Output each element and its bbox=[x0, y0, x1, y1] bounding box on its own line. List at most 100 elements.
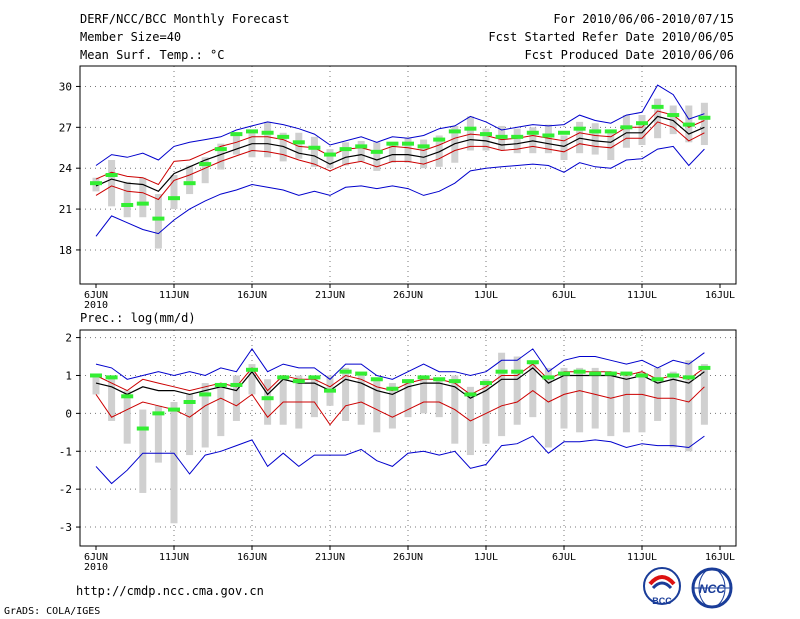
prec-spread-bar bbox=[685, 360, 693, 452]
prec-observed-marker bbox=[168, 407, 180, 412]
temp-spread-bar bbox=[279, 132, 287, 162]
prec-observed-marker bbox=[105, 375, 118, 380]
temp-xtick-label: 21JUN bbox=[315, 290, 345, 301]
prec-xtick-label: 11JUL bbox=[627, 552, 657, 563]
prec-observed-marker bbox=[230, 382, 243, 387]
prec-spread-bar bbox=[92, 375, 100, 395]
prec-spread-bar bbox=[232, 375, 240, 421]
temp-line-upper_outer bbox=[95, 84, 705, 166]
temp-spread-bar bbox=[700, 102, 708, 146]
temp-observed-marker bbox=[370, 149, 383, 154]
prec-observed-marker bbox=[495, 369, 508, 374]
prec-spread-bar bbox=[217, 383, 225, 437]
prec-spread-bar bbox=[108, 375, 116, 421]
prec-observed-marker bbox=[433, 377, 446, 382]
temp-observed-marker bbox=[246, 129, 258, 134]
prec-xtick-label: 1JUL bbox=[474, 552, 498, 563]
temp-xtick-label: 11JUL bbox=[627, 290, 657, 301]
prec-line-lower_inner bbox=[95, 386, 705, 426]
produced-date: Fcst Produced Date 2010/06/06 bbox=[524, 48, 734, 62]
temp-observed-marker bbox=[682, 122, 695, 127]
temp-spread-bar bbox=[654, 98, 662, 139]
prec-spread-bar bbox=[170, 402, 178, 524]
temp-spread-bar bbox=[232, 132, 240, 155]
prec-spread-bar bbox=[342, 367, 350, 421]
prec-spread-bar bbox=[373, 379, 381, 433]
prec-spread-bar bbox=[513, 356, 521, 425]
prec-spread-bar bbox=[654, 367, 662, 421]
temp-observed-marker bbox=[651, 104, 664, 109]
temp-observed-marker bbox=[620, 125, 633, 130]
temp-ytick-label: 18 bbox=[59, 244, 72, 257]
started-refer-date: Fcst Started Refer Date 2010/06/05 bbox=[488, 30, 734, 44]
temp-observed-marker bbox=[308, 145, 321, 150]
prec-observed-marker bbox=[277, 375, 290, 380]
prec-observed-marker bbox=[667, 373, 680, 378]
temp-xtick-label: 26JUN bbox=[393, 290, 423, 301]
temp-observed-marker bbox=[261, 130, 274, 135]
temp-spread-bar bbox=[139, 177, 147, 218]
prec-observed-marker bbox=[573, 369, 586, 374]
temp-ytick-label: 21 bbox=[59, 203, 72, 216]
prec-xtick-label: 26JUN bbox=[393, 552, 423, 563]
temp-spread-bar bbox=[560, 135, 568, 161]
temp-spread-bar bbox=[342, 142, 350, 166]
prec-xtick-label: 16JUN bbox=[237, 552, 267, 563]
temp-observed-marker bbox=[542, 133, 555, 138]
prec-spread-bar bbox=[201, 383, 209, 448]
prec-observed-marker bbox=[355, 371, 368, 376]
temp-observed-marker bbox=[558, 130, 570, 135]
prec-spread-bar bbox=[357, 375, 365, 425]
temp-xtick-label: 16JUN bbox=[237, 290, 267, 301]
prec-observed-marker bbox=[214, 382, 227, 387]
temp-spread-bar bbox=[466, 116, 474, 151]
temp-spread-bar bbox=[420, 139, 428, 169]
prec-observed-marker bbox=[511, 369, 524, 374]
prec-observed-marker bbox=[199, 392, 212, 397]
prec-spread-bar bbox=[482, 379, 490, 444]
temp-spread-bar bbox=[482, 128, 490, 151]
forecast-period: For 2010/06/06-2010/07/15 bbox=[553, 12, 734, 26]
prec-observed-marker bbox=[651, 377, 664, 382]
temp-spread-bar bbox=[576, 121, 584, 154]
prec-observed-marker bbox=[620, 371, 633, 376]
temp-observed-marker bbox=[667, 113, 680, 118]
prec-ytick-label: -2 bbox=[59, 483, 72, 496]
prec-spread-bar bbox=[186, 394, 194, 456]
temp-line-lower_inner bbox=[95, 121, 705, 201]
temp-observed-marker bbox=[230, 132, 243, 137]
temp-observed-marker bbox=[464, 126, 477, 131]
prec-ytick-label: -1 bbox=[59, 445, 72, 458]
prec-observed-marker bbox=[417, 375, 430, 380]
website-url[interactable]: http://cmdp.ncc.cma.gov.cn bbox=[76, 584, 264, 598]
temp-xtick-label: 6JUL bbox=[552, 290, 576, 301]
temp-spread-bar bbox=[170, 175, 178, 210]
temp-xtick-label: 16JUL bbox=[705, 290, 735, 301]
prec-observed-marker bbox=[542, 375, 555, 380]
temp-spread-bar bbox=[154, 194, 162, 249]
temp-spread-bar bbox=[186, 165, 194, 195]
prec-spread-bar bbox=[123, 390, 131, 444]
prec-observed-marker bbox=[261, 396, 274, 401]
temp-observed-marker bbox=[386, 141, 399, 146]
temp-xtick-label: 11JUN bbox=[159, 290, 189, 301]
temp-observed-marker bbox=[277, 134, 290, 139]
temp-spread-bar bbox=[357, 140, 365, 162]
temp-spread-bar bbox=[638, 115, 646, 146]
prec-spread-bar bbox=[264, 379, 272, 425]
prec-observed-marker bbox=[558, 371, 570, 376]
ncc-logo: NCC bbox=[690, 566, 734, 610]
chart-title: DERF/NCC/BCC Monthly Forecast bbox=[80, 12, 290, 26]
temp-spread-bar bbox=[123, 181, 131, 218]
ncc-logo-text: NCC bbox=[699, 582, 725, 596]
temp-xtick-year: 2010 bbox=[84, 300, 108, 311]
temp-spread-bar bbox=[108, 160, 116, 207]
prec-xtick-label: 11JUN bbox=[159, 552, 189, 563]
temp-ytick-label: 27 bbox=[59, 121, 72, 134]
prec-plot-border bbox=[79, 329, 737, 547]
temp-spread-bar bbox=[373, 142, 381, 171]
prec-xtick-label: 6JUN bbox=[84, 552, 108, 563]
prec-observed-marker bbox=[698, 365, 711, 370]
temp-spread-bar bbox=[264, 121, 272, 158]
prec-ytick-label: 0 bbox=[65, 407, 72, 420]
